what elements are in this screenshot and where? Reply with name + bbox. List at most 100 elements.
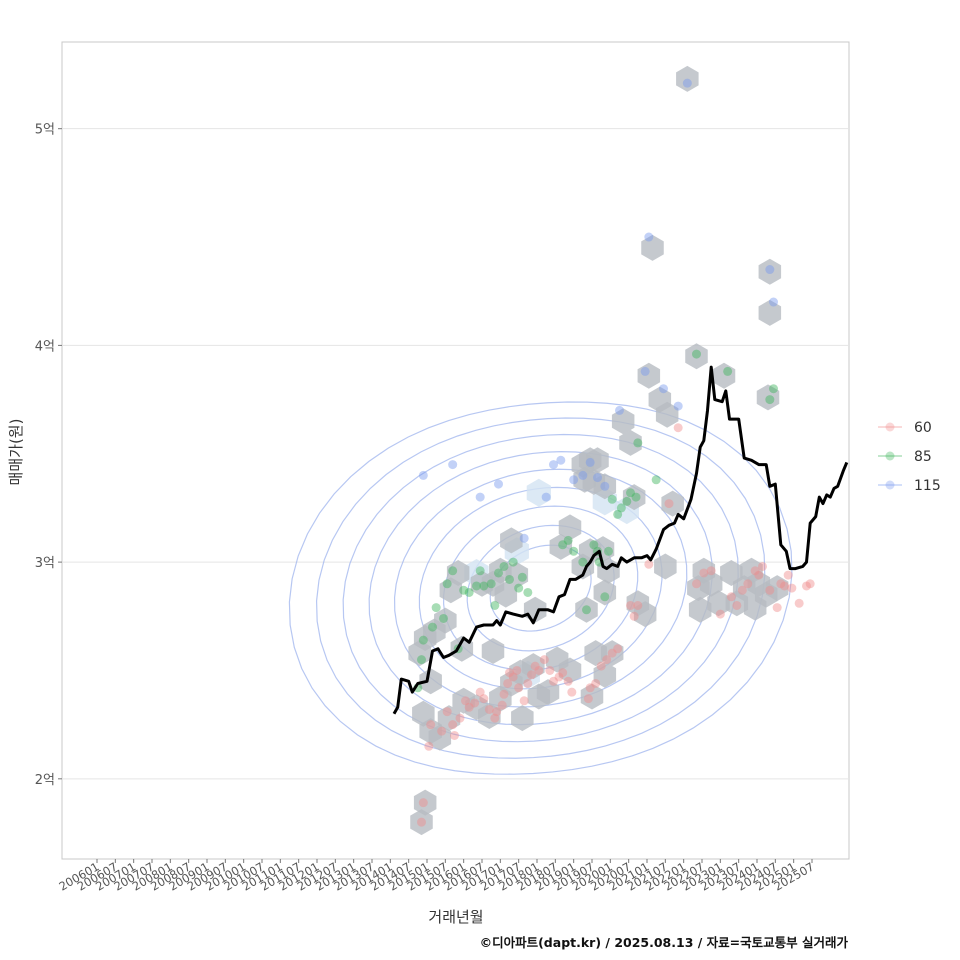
legend-item-60: 60 [878, 420, 932, 436]
scatter-point-85 [459, 585, 469, 595]
y-tick-label: 2억 [35, 773, 55, 788]
hexbin-cell [558, 657, 582, 684]
scatter-point-115 [585, 457, 595, 467]
y-axis-title: 매매가(원) [7, 419, 25, 486]
scatter-point-60 [765, 585, 775, 595]
scatter-point-85 [578, 557, 588, 567]
scatter-point-60 [448, 720, 458, 730]
scatter-point-85 [569, 546, 579, 556]
scatter-point-60 [424, 741, 434, 751]
scatter-point-115 [519, 533, 529, 543]
hexbin-cell [707, 590, 730, 617]
scatter-point-115 [578, 470, 588, 480]
scatter-point-115 [600, 481, 610, 491]
scatter-point-85 [472, 581, 481, 591]
scatter-point-60 [591, 678, 601, 688]
scatter-point-85 [600, 592, 610, 602]
scatter-point-60 [534, 665, 544, 675]
scatter-point-60 [633, 600, 643, 610]
scatter-point-60 [644, 559, 654, 569]
scatter-point-60 [508, 672, 518, 682]
scatter-point-60 [545, 665, 555, 675]
hexbin-cell [434, 607, 457, 634]
legend-item-85: 85 [878, 449, 932, 465]
scatter-point-60 [492, 707, 502, 717]
scatter-point-60 [499, 689, 509, 699]
density-contour [288, 401, 793, 775]
hexbin-layer [408, 65, 789, 836]
scatter-point-115 [615, 405, 624, 415]
scatter-point-60 [732, 600, 742, 610]
scatter-point-85 [616, 503, 626, 513]
hexbin-cell [699, 570, 723, 597]
scatter-point-115 [475, 492, 485, 502]
scatter-point-60 [567, 687, 577, 697]
scatter-point-60 [479, 694, 489, 704]
scatter-point-85 [448, 566, 458, 576]
scatter-point-85 [464, 587, 474, 597]
legend-label-60: 60 [914, 420, 932, 436]
scatter-point-60 [602, 655, 612, 665]
hexbin-cell [586, 447, 609, 474]
hexbin-cell [500, 527, 523, 554]
scatter-point-85 [505, 574, 514, 584]
scatter-point-115 [659, 384, 668, 394]
scatter-point-60 [607, 648, 617, 658]
scatter-point-85 [604, 546, 613, 556]
scatter-point-60 [549, 676, 558, 686]
scatter-point-115 [640, 366, 650, 376]
hexbin-cell [758, 258, 782, 285]
hexbin-cell [593, 661, 617, 688]
hexbin-cell [428, 724, 452, 751]
scatter-point-85 [431, 603, 441, 613]
scatter-point-60 [758, 561, 767, 571]
scatter-point-60 [418, 798, 428, 808]
scatter-point-60 [780, 581, 789, 591]
scatter-point-85 [494, 568, 503, 578]
scatter-point-85 [523, 587, 533, 597]
scatter-point-60 [750, 566, 760, 576]
density-contour [315, 417, 766, 759]
scatter-point-85 [442, 579, 452, 589]
scatter-point-60 [706, 566, 716, 576]
scatter-point-115 [418, 470, 428, 480]
scatter-point-60 [772, 603, 782, 613]
scatter-point-115 [556, 455, 566, 465]
y-tick-label: 4억 [35, 339, 55, 354]
scatter-point-60 [426, 720, 436, 730]
hexbin-cell [593, 473, 617, 500]
legend-label-115: 115 [914, 478, 941, 494]
scatter-point-60 [464, 702, 474, 712]
scatter-point-60 [490, 713, 500, 723]
scatter-point-60 [563, 676, 573, 686]
scatter-point-85 [589, 540, 599, 550]
hexbin-cell [494, 581, 518, 608]
scatter-point-85 [417, 655, 426, 665]
hexbin-cell [511, 705, 534, 732]
trend-line-group [392, 365, 849, 715]
hexbin-cell [410, 809, 433, 836]
hexbin-cell [413, 789, 437, 816]
scatter-point-85 [418, 635, 428, 645]
scatter-point-85 [508, 557, 518, 567]
scatter-point-60 [794, 598, 804, 608]
trend-line [392, 365, 849, 715]
scatter-point-115 [673, 401, 683, 411]
scatter-point-115 [682, 78, 692, 88]
hexbin-cell [481, 637, 505, 664]
hexbin-cell [558, 514, 582, 541]
scatter-point-60 [527, 670, 536, 680]
x-axis-title: 거래년월 [428, 908, 483, 926]
hexbin-cell [633, 601, 657, 628]
y-tick-label: 5억 [35, 123, 55, 138]
legend-item-115: 115 [878, 478, 941, 494]
scatter-point-115 [644, 232, 654, 242]
scatter-point-60 [505, 668, 514, 678]
scatter-point-60 [514, 683, 524, 693]
x-axis-ticks: 2006012006072007012007072008012008072009… [56, 859, 817, 894]
scatter-point-60 [519, 696, 529, 706]
density-contour [466, 524, 615, 652]
scatter-point-60 [726, 592, 736, 602]
legend-key-115-dot [885, 480, 895, 490]
